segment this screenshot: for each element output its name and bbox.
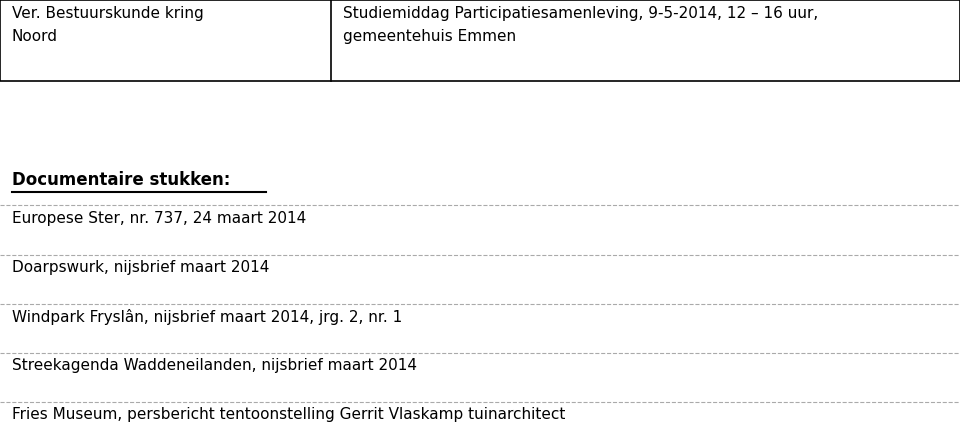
Text: Documentaire stukken:: Documentaire stukken: — [12, 171, 229, 189]
Text: Doarpswurk, nijsbrief maart 2014: Doarpswurk, nijsbrief maart 2014 — [12, 260, 269, 275]
Text: Streekagenda Waddeneilanden, nijsbrief maart 2014: Streekagenda Waddeneilanden, nijsbrief m… — [12, 358, 417, 373]
Text: Europese Ster, nr. 737, 24 maart 2014: Europese Ster, nr. 737, 24 maart 2014 — [12, 211, 306, 226]
Text: Windpark Fryslân, nijsbrief maart 2014, jrg. 2, nr. 1: Windpark Fryslân, nijsbrief maart 2014, … — [12, 309, 402, 325]
Text: Studiemiddag Participatiesamenleving, 9-5-2014, 12 – 16 uur,
gemeentehuis Emmen: Studiemiddag Participatiesamenleving, 9-… — [343, 6, 818, 44]
Text: Fries Museum, persbericht tentoonstelling Gerrit Vlaskamp tuinarchitect: Fries Museum, persbericht tentoonstellin… — [12, 407, 564, 422]
Text: Ver. Bestuurskunde kring
Noord: Ver. Bestuurskunde kring Noord — [12, 6, 204, 44]
Bar — [0, 0, 960, 81]
